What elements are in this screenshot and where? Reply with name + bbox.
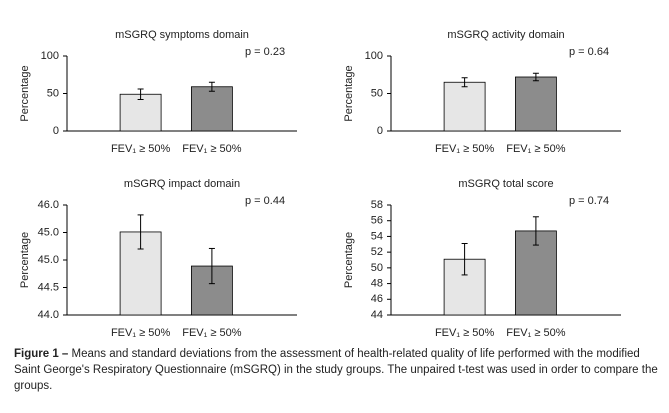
chart-title: mSGRQ symptoms domain	[115, 29, 249, 41]
chart-title: mSGRQ activity domain	[447, 29, 564, 41]
y-tick-label: 52	[371, 246, 383, 258]
y-tick-label: 45.0	[38, 226, 59, 238]
y-tick-label: 54	[371, 230, 383, 242]
error-bar	[532, 72, 539, 82]
y-tick-label: 45.0	[38, 254, 59, 266]
error-bar	[137, 214, 144, 250]
x-tick-label: FEV₁ ≥ 50%	[506, 143, 565, 155]
y-axis-label: Percentage	[19, 232, 31, 288]
y-tick-label: 48	[371, 277, 383, 289]
caption-text: Means and standard deviations from the a…	[14, 348, 658, 392]
bar	[515, 76, 557, 132]
y-tick-label: 0	[377, 125, 383, 137]
y-tick-label: 44.0	[38, 309, 59, 321]
x-tick-label: FEV₁ ≥ 50%	[435, 327, 494, 339]
y-tick-label: 44	[371, 309, 383, 321]
error-bar	[461, 243, 468, 276]
charts: mSGRQ symptoms domain p = 0.23 Percentage 0…	[19, 29, 621, 339]
p-value: p = 0.74	[569, 195, 609, 207]
bar	[190, 86, 233, 132]
y-tick-label: 50	[47, 87, 59, 99]
bar	[119, 93, 162, 132]
error-bar	[461, 77, 468, 88]
y-tick-label: 56	[371, 215, 383, 227]
chart-title: mSGRQ total score	[458, 178, 553, 190]
y-tick-label: 0	[53, 125, 59, 137]
x-tick-label: FEV₁ ≥ 50%	[435, 143, 494, 155]
caption-label: Figure 1 –	[14, 348, 69, 360]
y-axis-label: Percentage	[343, 232, 355, 288]
y-tick-label: 50	[371, 262, 383, 274]
y-tick-label: 44.5	[38, 281, 59, 293]
y-axis-label: Percentage	[343, 65, 355, 121]
error-bar	[208, 247, 215, 285]
p-value: p = 0.64	[569, 46, 609, 58]
y-tick-label: 58	[371, 199, 383, 211]
y-tick-label: 46.0	[38, 199, 59, 211]
chart-title: mSGRQ impact domain	[124, 178, 240, 190]
p-value: p = 0.23	[245, 46, 285, 58]
x-tick-label: FEV₁ ≥ 50%	[182, 327, 241, 339]
y-tick-label: 50	[371, 87, 383, 99]
bar	[443, 81, 486, 132]
x-tick-label: FEV₁ ≥ 50%	[506, 327, 565, 339]
y-tick-label: 100	[41, 50, 59, 62]
error-bar	[137, 88, 144, 100]
y-tick-label: 100	[365, 50, 383, 62]
p-value: p = 0.44	[245, 195, 285, 207]
y-axis-label: Percentage	[19, 65, 31, 121]
error-bar	[532, 216, 539, 246]
x-tick-label: FEV₁ ≥ 50%	[182, 143, 241, 155]
y-tick-label: 46	[371, 293, 383, 305]
x-tick-label: FEV₁ ≥ 50%	[111, 327, 170, 339]
x-tick-label: FEV₁ ≥ 50%	[111, 143, 170, 155]
caption: Figure 1 – Means and standard deviations…	[14, 346, 659, 394]
error-bar	[208, 81, 215, 92]
